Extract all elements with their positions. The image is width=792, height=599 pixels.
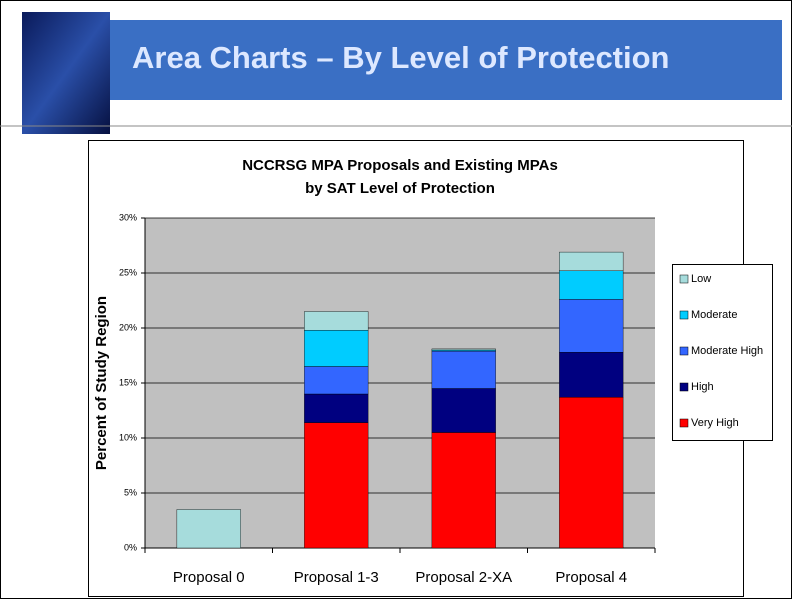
chart: Area Charts – By Level of Protection NCC… bbox=[0, 0, 792, 599]
bar-segment bbox=[304, 312, 368, 331]
bar-segment bbox=[559, 299, 623, 352]
bar-segment bbox=[304, 394, 368, 423]
bar-segment bbox=[432, 389, 496, 433]
y-axis-label: Percent of Study Region bbox=[93, 296, 110, 470]
legend-label: Moderate High bbox=[691, 345, 763, 357]
bar-segment bbox=[432, 349, 496, 350]
bar-segment bbox=[559, 397, 623, 548]
legend-swatch bbox=[680, 275, 688, 283]
y-tick-label: 30% bbox=[119, 212, 137, 222]
x-tick-label: Proposal 0 bbox=[173, 569, 245, 586]
bar-segment bbox=[177, 510, 241, 549]
legend-swatch bbox=[680, 347, 688, 355]
legend-swatch bbox=[680, 383, 688, 391]
chart-title: by SAT Level of Protection bbox=[305, 180, 495, 197]
y-tick-label: 5% bbox=[124, 487, 137, 497]
bar-segment bbox=[304, 330, 368, 366]
bar-segment bbox=[559, 271, 623, 300]
legend-label: High bbox=[691, 381, 714, 393]
y-tick-label: 10% bbox=[119, 432, 137, 442]
x-tick-label: Proposal 4 bbox=[555, 569, 627, 586]
bar-segment bbox=[304, 367, 368, 395]
y-tick-label: 15% bbox=[119, 377, 137, 387]
x-tick-label: Proposal 1-3 bbox=[294, 569, 379, 586]
y-tick-label: 20% bbox=[119, 322, 137, 332]
bar-segment bbox=[432, 433, 496, 549]
legend-swatch bbox=[680, 419, 688, 427]
legend-label: Low bbox=[691, 273, 711, 285]
slide-title: Area Charts – By Level of Protection bbox=[132, 40, 670, 75]
y-tick-label: 0% bbox=[124, 542, 137, 552]
bar-segment bbox=[304, 423, 368, 548]
legend-swatch bbox=[680, 311, 688, 319]
header-image bbox=[22, 12, 110, 134]
legend-label: Moderate bbox=[691, 309, 737, 321]
chart-title: NCCRSG MPA Proposals and Existing MPAs bbox=[242, 157, 558, 174]
legend-label: Very High bbox=[691, 417, 739, 429]
y-tick-label: 25% bbox=[119, 267, 137, 277]
bar-segment bbox=[559, 252, 623, 271]
bar-segment bbox=[432, 351, 496, 388]
x-tick-label: Proposal 2-XA bbox=[415, 569, 512, 586]
slide: Area Charts – By Level of Protection NCC… bbox=[0, 0, 792, 599]
bar-segment bbox=[559, 352, 623, 397]
